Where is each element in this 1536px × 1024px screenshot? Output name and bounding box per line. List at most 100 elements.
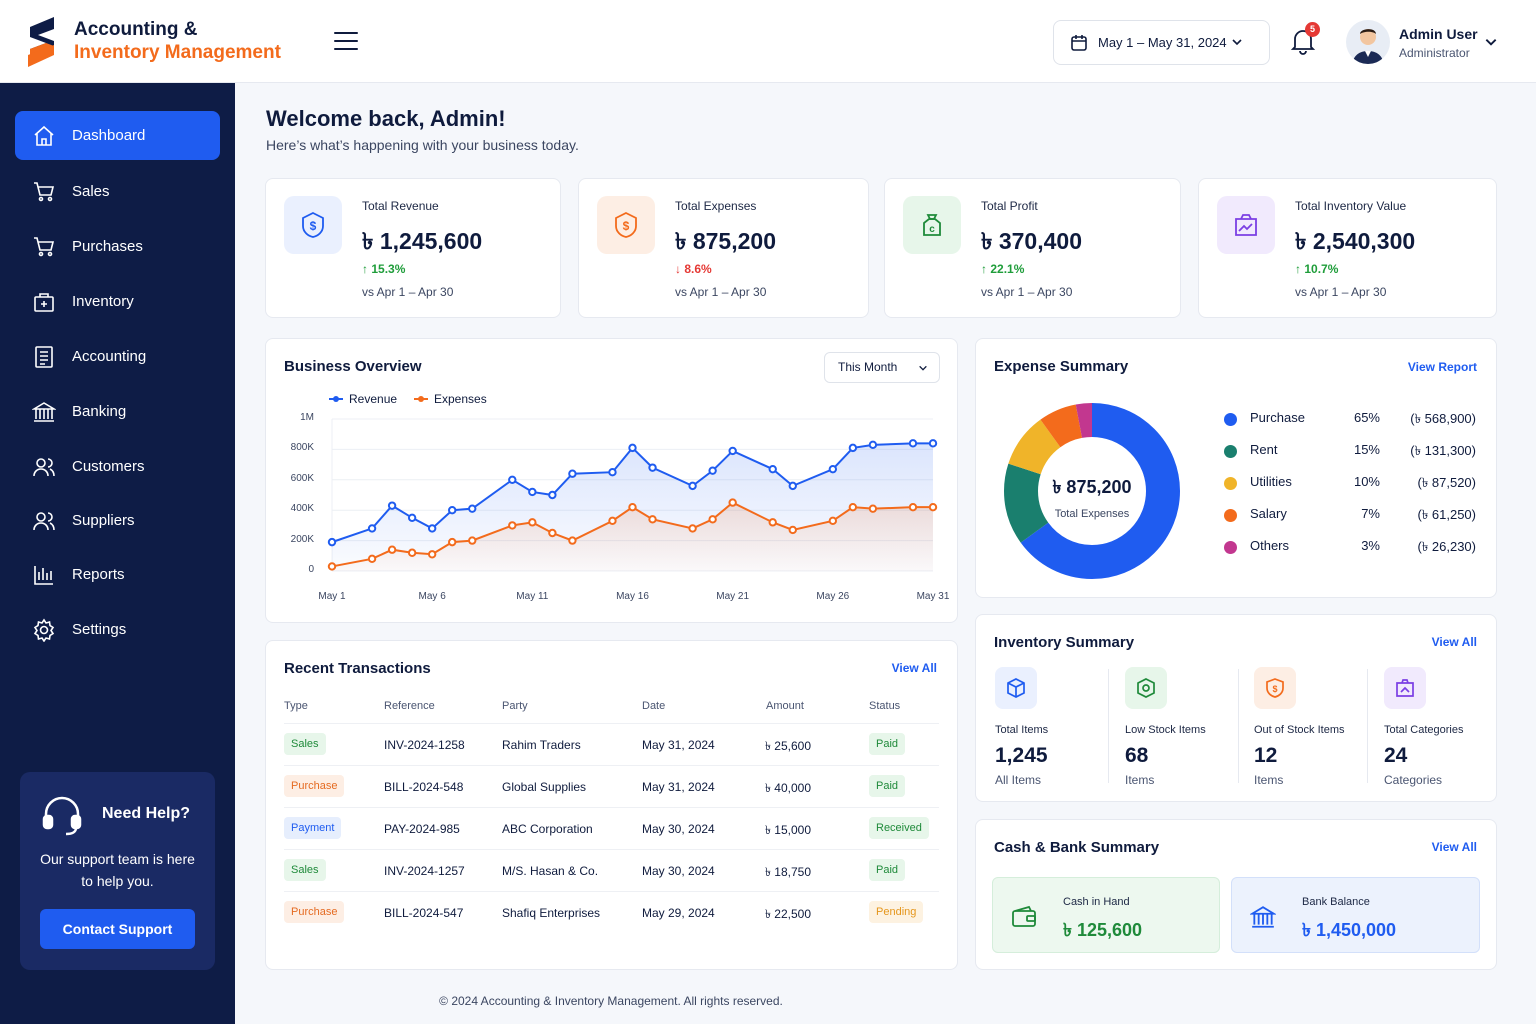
- data-point-expenses: [508, 521, 517, 530]
- user-role: Administrator: [1399, 46, 1470, 60]
- data-point-revenue: [468, 504, 477, 513]
- column-header: Party: [502, 700, 528, 712]
- status-badge: Received: [869, 817, 929, 839]
- inventory-stat-out-of-stock[interactable]: $ Out of Stock Items 12 Items: [1254, 667, 1374, 787]
- app-title-line1: Accounting &: [74, 19, 198, 40]
- inventory-chart-icon: [1217, 196, 1275, 254]
- cart-icon: [34, 236, 55, 256]
- notification-count-badge: 5: [1305, 22, 1320, 37]
- data-point-revenue: [688, 481, 697, 491]
- help-text: Our support team is here to help you.: [40, 851, 195, 889]
- box-alert-icon: [1125, 667, 1167, 709]
- data-point-revenue: [327, 537, 337, 547]
- sidebar-item-dashboard[interactable]: Dashboard: [15, 111, 220, 160]
- kpi-compare: vs Apr 1 – Apr 30: [675, 285, 767, 299]
- column-header: Type: [284, 700, 308, 712]
- view-all-cashbank-link[interactable]: View All: [1431, 840, 1477, 854]
- view-all-transactions-link[interactable]: View All: [891, 661, 937, 675]
- x-tick-label: May 26: [816, 591, 850, 602]
- kpi-card-profit: c Total Profit ৳ 370,400 ↑ 22.1% vs Apr …: [884, 178, 1181, 318]
- recent-transactions-card: Recent Transactions View All Type Refere…: [265, 640, 958, 970]
- legend-dot: [1224, 413, 1237, 426]
- table-row[interactable]: Payment PAY-2024-985 ABC Corporation May…: [284, 807, 939, 849]
- amount-cell: ৳ 22,500: [765, 907, 812, 921]
- party-cell: Shafiq Enterprises: [502, 906, 601, 920]
- sidebar-item-sales[interactable]: Sales: [15, 167, 220, 216]
- x-tick-label: May 6: [418, 591, 446, 602]
- sidebar-item-label: Inventory: [72, 293, 134, 310]
- date-range-picker[interactable]: May 1 – May 31, 2024: [1053, 20, 1270, 65]
- app-title-line2: Inventory Management: [74, 42, 281, 63]
- donut-chart: [1004, 403, 1180, 579]
- user-name: Admin User: [1399, 26, 1478, 42]
- party-cell: ABC Corporation: [502, 822, 593, 836]
- sidebar-item-purchases[interactable]: Purchases: [15, 222, 220, 271]
- dollar-shield-icon: $: [284, 196, 342, 254]
- data-point-revenue: [728, 446, 737, 456]
- avatar[interactable]: [1346, 20, 1390, 64]
- cash-in-hand-tile[interactable]: Cash in Hand ৳ 125,600: [992, 877, 1220, 953]
- table-row[interactable]: Purchase BILL-2024-547 Shafiq Enterprise…: [284, 891, 939, 933]
- y-tick-label: 1M: [300, 412, 314, 423]
- sidebar-item-accounting[interactable]: Accounting: [15, 332, 220, 381]
- app-logo: [28, 17, 54, 67]
- y-tick-label: 400K: [290, 503, 314, 515]
- kpi-change: ↑ 22.1%: [981, 262, 1025, 276]
- line-chart: [327, 418, 938, 572]
- data-point-expenses: [688, 524, 697, 533]
- gear-icon: [33, 618, 55, 642]
- column-header: Date: [642, 700, 666, 712]
- inventory-stat-low-stock[interactable]: Low Stock Items 68 Items: [1125, 667, 1245, 787]
- notifications-button[interactable]: 5: [1290, 22, 1320, 57]
- status-badge: Paid: [869, 859, 906, 881]
- contact-support-button[interactable]: Contact Support: [40, 909, 195, 949]
- sidebar-item-label: Sales: [72, 183, 110, 200]
- data-point-expenses: [608, 516, 617, 526]
- date-range-text: May 1 – May 31, 2024: [1098, 35, 1227, 50]
- reference-cell: INV-2024-1258: [384, 738, 465, 752]
- kpi-compare: vs Apr 1 – Apr 30: [1295, 285, 1387, 299]
- inventory-stat-total-items[interactable]: Total Items 1,245 All Items: [995, 667, 1115, 787]
- period-select[interactable]: This Month: [824, 352, 940, 383]
- amount-cell: ৳ 18,750: [765, 865, 812, 879]
- view-report-link[interactable]: View Report: [1407, 360, 1477, 374]
- sidebar-item-settings[interactable]: Settings: [15, 605, 220, 654]
- wallet-icon: [1005, 898, 1043, 936]
- sidebar-item-reports[interactable]: Reports: [15, 550, 220, 599]
- status-badge: Paid: [869, 733, 906, 755]
- series-area-expenses: [332, 502, 933, 571]
- bank-balance-tile[interactable]: Bank Balance ৳ 1,450,000: [1231, 877, 1480, 953]
- data-point-expenses: [788, 525, 797, 535]
- sidebar-item-label: Customers: [72, 458, 145, 475]
- data-point-expenses: [548, 528, 557, 538]
- shield-dollar-icon: $: [1254, 667, 1296, 709]
- kpi-compare: vs Apr 1 – Apr 30: [981, 285, 1073, 299]
- svg-text:c: c: [929, 224, 935, 235]
- bank-icon: [1244, 898, 1282, 936]
- view-all-inventory-link[interactable]: View All: [1431, 635, 1477, 649]
- data-point-revenue: [608, 468, 617, 477]
- menu-toggle-button[interactable]: [334, 32, 358, 52]
- legend-dot: [1224, 509, 1237, 522]
- kpi-label: Total Expenses: [675, 199, 757, 213]
- data-point-expenses: [327, 562, 337, 571]
- user-menu-chevron-icon[interactable]: [1484, 35, 1498, 49]
- legend-item-expenses: Expenses: [414, 392, 487, 406]
- kpi-value: ৳ 370,400: [981, 228, 1082, 254]
- sidebar-item-suppliers[interactable]: Suppliers: [15, 496, 220, 545]
- inventory-stat-categories[interactable]: Total Categories 24 Categories: [1384, 667, 1504, 787]
- table-row[interactable]: Sales INV-2024-1258 Rahim Traders May 31…: [284, 723, 939, 765]
- reference-cell: PAY-2024-985: [384, 822, 460, 836]
- sidebar-item-inventory[interactable]: Inventory: [15, 277, 220, 326]
- data-point-expenses: [908, 502, 918, 512]
- data-point-expenses: [427, 550, 437, 559]
- data-point-expenses: [648, 515, 657, 524]
- table-row[interactable]: Sales INV-2024-1257 M/S. Hasan & Co. May…: [284, 849, 939, 891]
- sidebar-item-banking[interactable]: Banking: [15, 387, 220, 436]
- legend-item-revenue: Revenue: [329, 392, 397, 406]
- expense-summary-card: Expense Summary View Report ৳ 875,200 To…: [975, 338, 1497, 598]
- data-point-expenses: [528, 518, 537, 527]
- data-point-revenue: [427, 524, 437, 533]
- table-row[interactable]: Purchase BILL-2024-548 Global Supplies M…: [284, 765, 939, 807]
- sidebar-item-customers[interactable]: Customers: [15, 442, 220, 491]
